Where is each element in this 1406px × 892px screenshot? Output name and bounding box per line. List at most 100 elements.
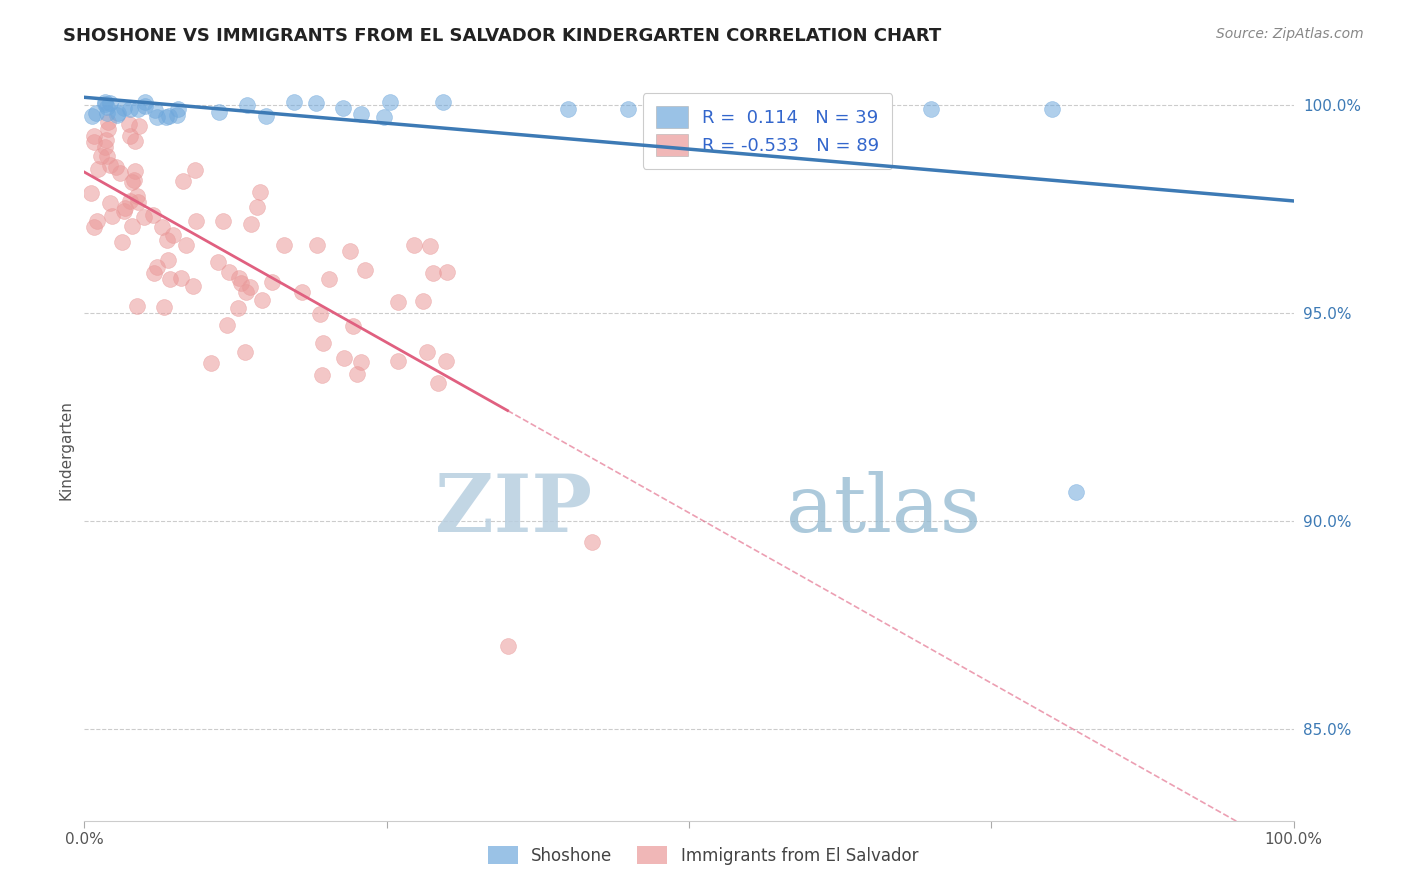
Point xyxy=(111,235,134,249)
Point xyxy=(496,639,519,653)
Point xyxy=(260,275,283,289)
Point xyxy=(387,294,409,309)
Point xyxy=(127,189,149,203)
Point xyxy=(155,110,177,124)
Point xyxy=(404,237,426,252)
Point xyxy=(239,218,262,232)
Point xyxy=(228,271,250,285)
Point xyxy=(333,351,356,365)
Point xyxy=(112,204,135,219)
Point xyxy=(167,103,190,117)
Point xyxy=(412,293,434,308)
Point xyxy=(98,196,121,211)
Point xyxy=(332,101,354,115)
Point xyxy=(97,114,120,128)
Point xyxy=(124,135,146,149)
Point xyxy=(416,345,439,359)
Point xyxy=(127,195,149,210)
Legend: R =  0.114   N = 39, R = -0.533   N = 89: R = 0.114 N = 39, R = -0.533 N = 89 xyxy=(643,93,893,169)
Point xyxy=(273,238,295,252)
Point xyxy=(184,214,207,228)
Point xyxy=(1040,103,1063,117)
Point xyxy=(318,272,340,286)
Point xyxy=(1064,485,1087,500)
Point xyxy=(291,285,314,300)
Point xyxy=(311,368,333,382)
Point xyxy=(236,98,259,112)
Point xyxy=(146,260,169,274)
Point xyxy=(120,194,142,208)
Point xyxy=(231,277,253,291)
Point xyxy=(557,103,579,117)
Point xyxy=(174,238,197,252)
Point xyxy=(799,103,821,117)
Point xyxy=(581,535,603,549)
Point xyxy=(246,200,269,214)
Point xyxy=(105,108,128,122)
Point xyxy=(93,95,115,109)
Point xyxy=(96,100,118,114)
Text: Source: ZipAtlas.com: Source: ZipAtlas.com xyxy=(1216,27,1364,41)
Point xyxy=(226,301,249,315)
Point xyxy=(98,158,121,172)
Point xyxy=(373,110,395,124)
Point xyxy=(86,214,108,228)
Point xyxy=(170,271,193,285)
Point xyxy=(350,355,373,369)
Point xyxy=(156,233,179,247)
Point xyxy=(354,263,377,277)
Point xyxy=(108,165,131,179)
Point xyxy=(142,208,165,222)
Point xyxy=(150,220,173,235)
Point xyxy=(859,103,882,117)
Legend: Shoshone, Immigrants from El Salvador: Shoshone, Immigrants from El Salvador xyxy=(479,838,927,873)
Point xyxy=(124,163,146,178)
Point xyxy=(387,354,409,368)
Point xyxy=(309,307,332,321)
Point xyxy=(87,162,110,177)
Point xyxy=(97,121,120,136)
Point xyxy=(134,95,156,109)
Point xyxy=(617,103,640,117)
Point xyxy=(305,95,328,110)
Point xyxy=(83,135,105,149)
Point xyxy=(419,239,441,253)
Point xyxy=(157,109,180,123)
Point xyxy=(380,95,402,109)
Point xyxy=(142,266,165,280)
Point xyxy=(239,280,262,294)
Point xyxy=(93,97,115,112)
Point xyxy=(112,101,135,115)
Point xyxy=(283,95,305,109)
Point xyxy=(156,252,179,267)
Point xyxy=(159,271,181,285)
Point xyxy=(107,105,129,120)
Point xyxy=(82,109,104,123)
Point xyxy=(426,376,449,390)
Point xyxy=(134,99,156,113)
Point xyxy=(127,102,149,116)
Point xyxy=(218,264,240,278)
Point xyxy=(249,185,271,199)
Point xyxy=(207,255,229,269)
Point xyxy=(208,105,231,120)
Point xyxy=(120,129,142,144)
Point xyxy=(146,110,169,124)
Point xyxy=(678,103,700,117)
Point xyxy=(83,220,105,235)
Text: atlas: atlas xyxy=(786,471,981,549)
Point xyxy=(738,103,761,117)
Point xyxy=(432,95,454,110)
Point xyxy=(235,285,257,299)
Point xyxy=(94,133,117,147)
Point xyxy=(90,149,112,163)
Point xyxy=(143,103,166,118)
Point xyxy=(254,109,277,123)
Point xyxy=(166,108,188,122)
Point xyxy=(83,128,105,143)
Point xyxy=(94,140,117,154)
Point xyxy=(121,219,143,234)
Point xyxy=(436,264,458,278)
Point xyxy=(118,102,141,116)
Point xyxy=(122,173,145,187)
